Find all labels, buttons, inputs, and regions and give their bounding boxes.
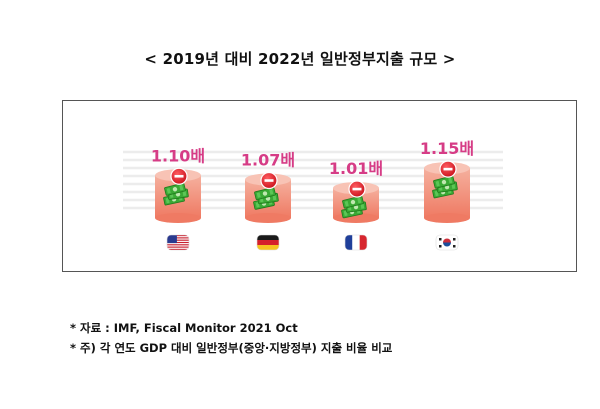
value-label: 1.01배: [329, 159, 383, 178]
bar: [333, 180, 379, 223]
minus-badge-icon: [348, 180, 366, 198]
value-label: 1.07배: [241, 151, 295, 170]
source-note: * 자료 : IMF, Fiscal Monitor 2021 Oct: [70, 321, 298, 335]
bar: [424, 160, 470, 223]
value-labels: 1.10배 1.07배 1.01배 1.15배: [151, 139, 474, 178]
minus-badge-icon: [439, 160, 457, 178]
value-label: 1.10배: [151, 146, 205, 165]
bars: [155, 160, 470, 223]
korea-flag-icon: [435, 234, 459, 251]
bar: [155, 167, 201, 223]
bar-chart: 1.10배 1.07배 1.01배 1.15배: [123, 139, 503, 251]
minus-badge-icon: [170, 167, 188, 185]
us-flag-icon: [166, 234, 190, 251]
bar-base: [155, 213, 201, 223]
chart-title: < 2019년 대비 2022년 일반정부지출 규모 >: [144, 50, 456, 68]
chart-panel: 1.10배 1.07배 1.01배 1.15배: [62, 100, 577, 272]
notes: * 자료 : IMF, Fiscal Monitor 2021 Oct * 주)…: [70, 318, 392, 358]
flags: [166, 234, 459, 251]
bar-base: [424, 213, 470, 223]
france-flag-icon: [344, 234, 368, 251]
bar-base: [245, 213, 291, 223]
minus-badge-icon: [260, 171, 278, 190]
value-label: 1.15배: [420, 139, 474, 158]
germany-flag-icon: [256, 234, 280, 251]
bar: [245, 171, 291, 223]
footnote: * 주) 각 연도 GDP 대비 일반정부(중앙·지방정부) 지출 비율 비교: [70, 341, 393, 355]
